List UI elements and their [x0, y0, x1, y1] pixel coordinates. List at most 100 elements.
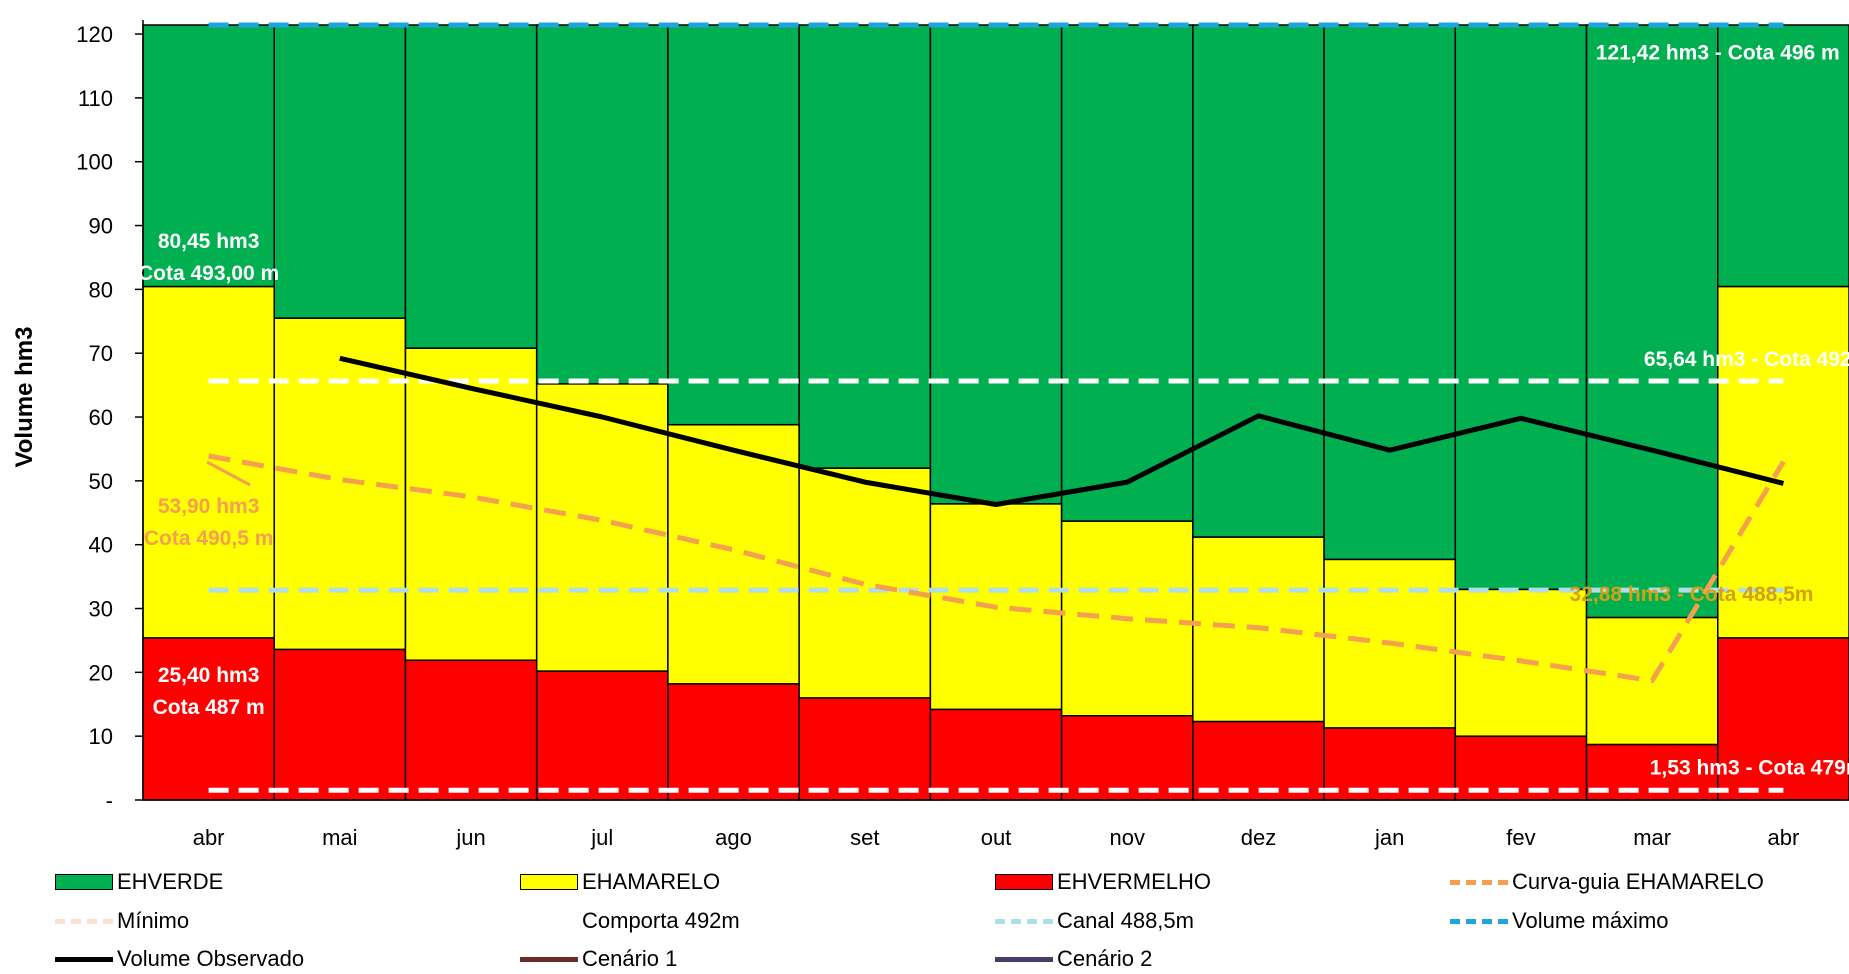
y-tick-label-12: 120 [76, 22, 113, 47]
bar-ehverde-10 [1454, 24, 1588, 591]
legend-line-sample [55, 918, 113, 924]
y-tick-label-8: 80 [89, 277, 113, 302]
bars-layer [142, 24, 1849, 801]
annotation-2: 25,40 hm3 Cota 487 m [153, 664, 265, 719]
annotations-layer: 80,45 hm3 Cota 493,00 m 53,90 hm3 Cota 490,… [138, 42, 1849, 780]
x-tick-label-1: mai [322, 825, 357, 850]
bar-ehverde-1 [273, 24, 407, 319]
bar-ehverde-6 [929, 24, 1063, 505]
legend-item-ehamarelo: EHAMARELO [520, 868, 720, 896]
x-tick-label-5: set [850, 825, 879, 850]
legend-label: EHAMARELO [582, 869, 721, 894]
annotation-4: 65,64 hm3 - Cota 492m [1644, 348, 1849, 371]
chart-svg: - 10 20 30 40 50 60 70 80 90 100 110 120 abr mai jun jul… [11, 20, 1849, 850]
x-tick-label-2: jun [455, 825, 485, 850]
y-tick-label-1: 10 [89, 724, 113, 749]
y-tick-label-2: 20 [89, 660, 113, 685]
legend-line-sample [1450, 879, 1508, 885]
bar-ehvermelho-4 [667, 683, 800, 801]
x-tick-label-9: jan [1374, 825, 1404, 850]
legend-label: Cenário 2 [1057, 946, 1153, 971]
legend-label: Volume máximo [1512, 908, 1669, 933]
bar-ehverde-11 [1585, 24, 1719, 619]
legend-item-volume-observado: Volume Observado [55, 945, 304, 973]
axes-layer: - 10 20 30 40 50 60 70 80 90 100 110 120 abr mai jun jul… [76, 20, 1849, 850]
legend-line-sample [995, 956, 1053, 962]
annotation-4-line-0: 65,64 hm3 - Cota 492m [1644, 348, 1849, 371]
annotation-3-line-0: 121,42 hm3 - Cota 496 m [1596, 42, 1840, 65]
legend-line-sample [520, 918, 578, 924]
legend-label: Mínimo [117, 908, 190, 933]
bar-ehvermelho-2 [404, 659, 538, 801]
legend-swatch [995, 874, 1053, 890]
annotation-0-line-0: 80,45 hm3 [158, 230, 260, 253]
series-curva-guia-ehamarelo [208, 453, 1786, 684]
y-tick-label-3: 30 [89, 597, 113, 622]
legend-line-sample [1450, 918, 1508, 924]
bar-ehverde-12 [1717, 24, 1849, 288]
legend-label: EHVERMELHO [1057, 869, 1212, 894]
annotation-6-line-0: 1,53 hm3 - Cota 479m [1650, 756, 1849, 779]
chart-legend: EHVERDE EHAMARELO EHVERMELHO Curva-guia EHA… [0, 860, 1849, 974]
bar-ehverde-4 [667, 24, 800, 426]
annotation-1-line-1: Cota 490,5 m [144, 527, 274, 550]
y-tick-label-10: 100 [76, 150, 113, 175]
x-tick-label-10: fev [1506, 825, 1535, 850]
legend-label: Cenário 1 [582, 946, 678, 971]
legend-item-curva-guia-ehamarelo: Curva-guia EHAMARELO [1450, 868, 1764, 896]
x-tick-label-11: mar [1633, 825, 1671, 850]
legend-item-cen-rio-2: Cenário 2 [995, 945, 1152, 973]
y-tick-label-7: 70 [89, 341, 113, 366]
bar-ehvermelho-0 [142, 637, 275, 801]
annotation-1-line-0: 53,90 hm3 [158, 495, 260, 518]
legend-item-cen-rio-1: Cenário 1 [520, 945, 677, 973]
bar-ehverde-0 [142, 24, 275, 288]
y-tick-label-4: 40 [89, 533, 113, 558]
bar-ehverde-7 [1060, 24, 1194, 522]
bar-ehamarelo-5 [798, 467, 932, 699]
bar-ehverde-8 [1192, 24, 1325, 538]
annotation-0-line-1: Cota 493,00 m [138, 262, 279, 285]
bar-ehvermelho-1 [273, 648, 407, 801]
bar-ehvermelho-3 [535, 670, 669, 801]
legend-label: Curva-guia EHAMARELO [1512, 869, 1764, 894]
x-tick-label-0: abr [193, 825, 225, 850]
x-tick-label-7: nov [1109, 825, 1144, 850]
x-tick-label-6: out [981, 825, 1012, 850]
y-tick-label-6: 60 [89, 405, 113, 430]
legend-label: Volume Observado [117, 946, 305, 971]
legend-item-m-nimo: Mínimo [55, 907, 189, 935]
bar-ehvermelho-6 [929, 708, 1063, 801]
legend-swatch [520, 874, 578, 890]
x-tick-label-8: dez [1241, 825, 1276, 850]
annotation-1: 53,90 hm3 Cota 490,5 m [144, 495, 274, 550]
annotation-0: 80,45 hm3 Cota 493,00 m [138, 230, 279, 285]
bar-ehvermelho-12 [1717, 637, 1849, 801]
bar-ehverde-5 [798, 24, 932, 469]
x-tick-label-4: ago [715, 825, 752, 850]
legend-item-volume-m-ximo: Volume máximo [1450, 907, 1669, 935]
series-volume-observado [339, 355, 1785, 507]
x-tick-label-3: jul [590, 825, 613, 850]
bar-ehvermelho-7 [1060, 714, 1194, 801]
annotation-6: 1,53 hm3 - Cota 479m [1650, 756, 1849, 779]
y-axis-label: Volume hm3 [11, 327, 38, 468]
legend-item-ehvermelho: EHVERMELHO [995, 868, 1211, 896]
annotation-5: 32,88 hm3 - Cota 488,5m [1570, 583, 1814, 606]
bar-ehvermelho-5 [798, 697, 932, 801]
x-tick-label-12: abr [1767, 825, 1799, 850]
y-tick-label-11: 110 [78, 86, 113, 111]
y-tick-label-9: 90 [89, 214, 113, 239]
annotation-2-line-0: 25,40 hm3 [158, 664, 260, 687]
legend-swatch [55, 874, 113, 890]
reference-lines-layer [208, 22, 1784, 793]
bar-ehverde-9 [1323, 24, 1457, 561]
bar-ehamarelo-3 [535, 383, 669, 672]
legend-label: EHVERDE [117, 869, 224, 894]
legend-line-sample [995, 918, 1053, 924]
series-lines-layer [208, 355, 1786, 684]
annotation-5-line-0: 32,88 hm3 - Cota 488,5m [1570, 583, 1814, 606]
bar-ehverde-3 [535, 24, 669, 385]
y-tick-label-0: - [106, 788, 113, 813]
annotation-2-line-1: Cota 487 m [153, 696, 265, 719]
